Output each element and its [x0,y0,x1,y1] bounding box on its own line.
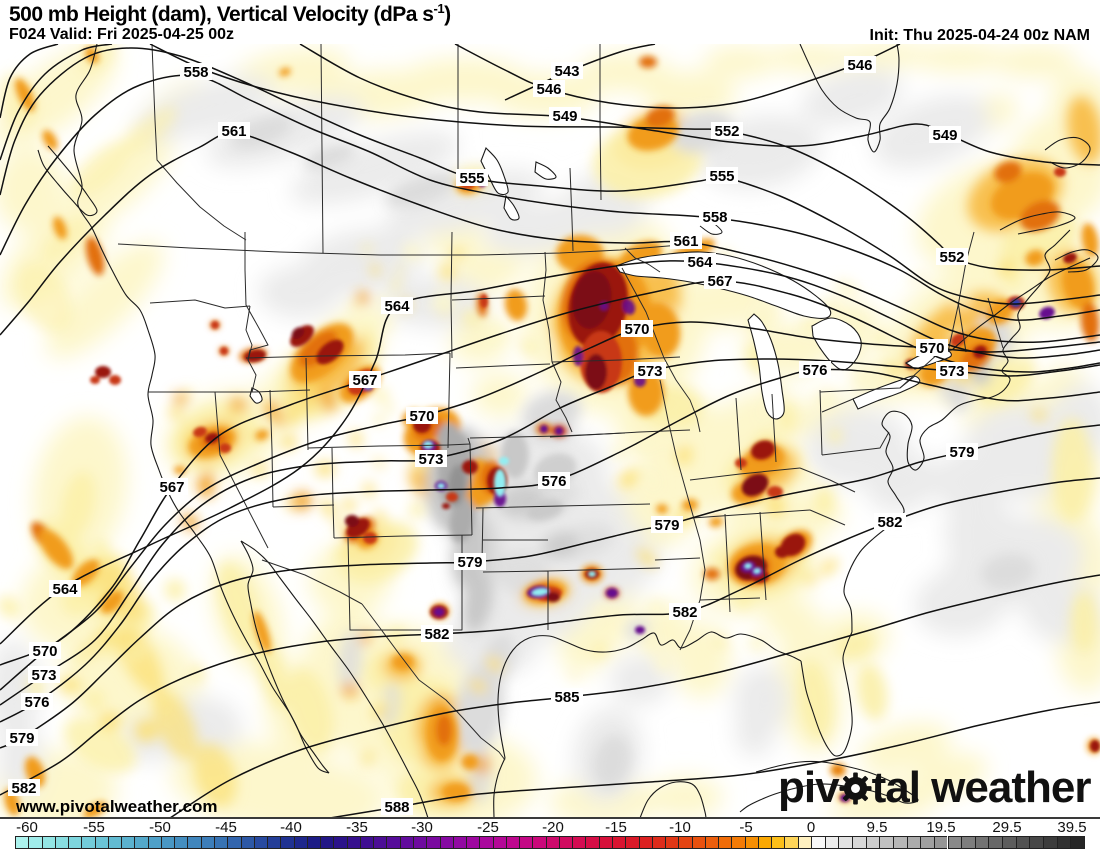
svg-text:579: 579 [949,444,974,461]
svg-text:549: 549 [552,108,577,125]
svg-text:582: 582 [424,626,449,643]
svg-text:567: 567 [159,479,184,496]
svg-text:570: 570 [624,321,649,338]
svg-text:567: 567 [707,273,732,290]
svg-text:576: 576 [541,473,566,490]
svg-text:576: 576 [24,694,49,711]
svg-text:570: 570 [409,408,434,425]
svg-text:564: 564 [687,254,713,271]
svg-text:558: 558 [183,64,208,81]
svg-text:546: 546 [847,57,872,74]
svg-text:570: 570 [32,643,57,660]
svg-text:561: 561 [221,123,246,140]
svg-text:573: 573 [939,363,964,380]
svg-text:564: 564 [384,298,410,315]
svg-text:573: 573 [637,363,662,380]
svg-text:561: 561 [673,233,698,250]
svg-text:579: 579 [457,554,482,571]
svg-text:543: 543 [554,63,579,80]
svg-text:552: 552 [939,249,964,266]
svg-text:588: 588 [384,799,409,816]
svg-text:585: 585 [554,689,579,706]
svg-text:546: 546 [536,81,561,98]
svg-text:579: 579 [9,730,34,747]
svg-text:558: 558 [702,209,727,226]
svg-text:576: 576 [802,362,827,379]
svg-text:567: 567 [352,372,377,389]
svg-text:582: 582 [877,514,902,531]
svg-text:573: 573 [418,451,443,468]
svg-text:555: 555 [459,170,484,187]
svg-text:582: 582 [672,604,697,621]
svg-text:573: 573 [31,667,56,684]
svg-text:564: 564 [52,581,78,598]
svg-text:570: 570 [919,340,944,357]
svg-text:579: 579 [654,517,679,534]
svg-text:582: 582 [11,780,36,797]
svg-text:555: 555 [709,168,734,185]
svg-text:552: 552 [714,123,739,140]
svg-text:549: 549 [932,127,957,144]
